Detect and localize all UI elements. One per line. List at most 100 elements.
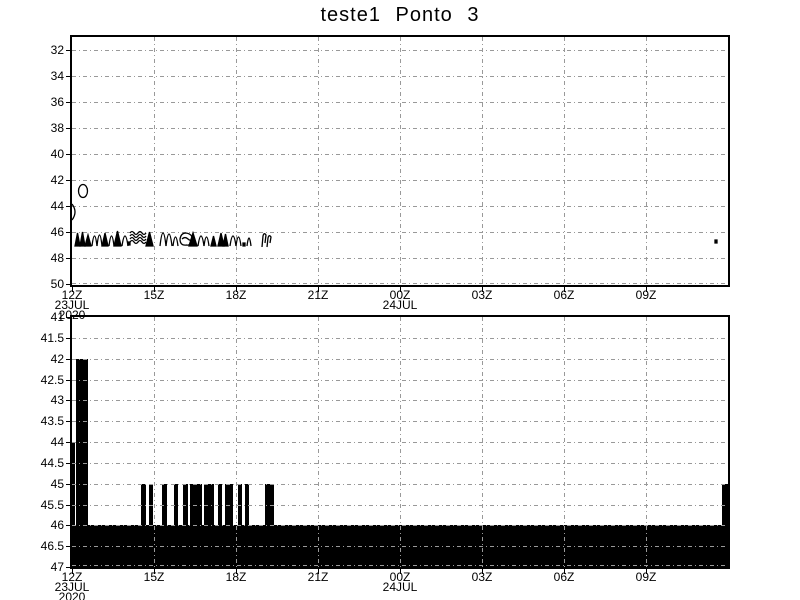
y-tick-mark	[66, 400, 72, 402]
y-tick-label: 46	[50, 225, 64, 239]
y-tick-label: 36	[50, 95, 64, 109]
y-tick-label: 42	[50, 173, 64, 187]
x-tick-label: 06Z	[553, 570, 575, 584]
y-tick-label: 47	[50, 560, 64, 574]
y-tick-label: 42.5	[40, 372, 64, 387]
contour-feature	[72, 203, 76, 221]
y-tick-mark	[66, 50, 72, 51]
contour-feature	[121, 235, 129, 247]
x-tick-mark	[236, 287, 237, 292]
v-gridline	[318, 317, 319, 567]
bar	[225, 483, 233, 526]
x-tick-mark	[318, 287, 319, 292]
closed-contour	[77, 183, 89, 199]
v-gridline	[564, 37, 565, 285]
y-tick-mark	[66, 567, 72, 568]
y-tick-mark	[66, 128, 72, 129]
contour-feature	[197, 235, 205, 247]
top-contour-data	[72, 183, 718, 248]
bar	[245, 483, 250, 526]
x-tick-label: 15Z	[143, 288, 165, 302]
plot-title: teste1 Ponto 3	[320, 4, 480, 26]
contour-feature	[74, 232, 81, 247]
bar	[237, 483, 242, 526]
y-tick-label: 43.5	[40, 414, 64, 429]
y-tick-mark	[66, 317, 72, 318]
y-tick-mark	[66, 180, 72, 181]
x-tick-label: 24JUL	[382, 298, 418, 312]
x-tick-label: 2020	[58, 590, 86, 600]
x-tick-label: 09Z	[635, 570, 657, 584]
contour-feature	[203, 236, 210, 247]
contour-feature	[129, 233, 147, 239]
x-tick-label: 06Z	[553, 288, 575, 302]
bar	[76, 358, 89, 526]
contour-feature	[188, 230, 198, 247]
x-tick-mark	[154, 569, 155, 574]
y-tick-label: 40	[50, 147, 64, 161]
x-tick-label: 23JUL	[54, 298, 90, 312]
y-tick-label: 44	[50, 199, 64, 213]
y-tick-label: 42	[50, 351, 64, 366]
contour-feature	[222, 233, 229, 247]
x-tick-label: 00Z	[389, 570, 411, 584]
y-tick-label: 45.5	[40, 497, 64, 512]
v-gridline	[236, 37, 237, 285]
contour-feature	[261, 233, 267, 248]
x-tick-mark	[564, 287, 565, 292]
x-tick-mark	[482, 569, 483, 574]
v-gridline	[482, 37, 483, 285]
contour-feature	[113, 230, 122, 247]
y-tick-mark	[66, 379, 72, 381]
y-tick-label: 46	[50, 518, 64, 533]
contour-feature	[91, 235, 98, 247]
y-tick-mark	[66, 358, 72, 360]
x-tick-label: 12Z	[61, 570, 83, 584]
x-tick-label: 03Z	[471, 288, 493, 302]
contour-feature	[714, 239, 718, 244]
v-gridline	[646, 37, 647, 285]
bar	[161, 483, 168, 526]
x-tick-mark	[482, 287, 483, 292]
x-tick-mark	[646, 287, 647, 292]
bottom-gridlines	[72, 317, 728, 567]
x-tick-label: 03Z	[471, 570, 493, 584]
y-tick-label: 44	[50, 435, 64, 449]
contour-feature	[129, 239, 147, 245]
v-gridline	[318, 37, 319, 285]
y-tick-mark	[66, 483, 72, 485]
y-tick-mark	[66, 504, 72, 506]
contour-feature	[84, 232, 92, 247]
contour-feature	[159, 232, 167, 247]
contour-feature	[79, 231, 86, 247]
x-tick-mark	[318, 569, 319, 574]
x-tick-label: 12Z	[61, 288, 83, 302]
y-tick-mark	[66, 76, 72, 77]
y-tick-mark	[66, 525, 72, 527]
contour-feature	[210, 235, 217, 247]
y-tick-mark	[66, 284, 72, 285]
x-tick-label: 18Z	[225, 288, 247, 302]
y-tick-mark	[66, 102, 72, 103]
bar	[190, 483, 203, 526]
contour-feature	[246, 237, 252, 247]
x-tick-label: 09Z	[635, 288, 657, 302]
x-tick-mark	[646, 569, 647, 574]
contour-feature	[266, 235, 272, 248]
contour-feature	[96, 234, 103, 247]
x-tick-mark	[72, 569, 73, 574]
x-tick-label: 23JUL	[54, 580, 90, 594]
x-tick-mark	[564, 569, 565, 574]
contour-feature	[108, 235, 115, 247]
bar	[173, 483, 179, 526]
bar	[721, 483, 728, 526]
x-tick-label: 21Z	[307, 288, 329, 302]
contour-feature	[242, 242, 246, 247]
x-tick-mark	[400, 569, 401, 574]
y-tick-mark	[66, 546, 72, 548]
v-gridline	[564, 317, 565, 567]
v-gridline	[154, 37, 155, 285]
contour-feature	[172, 236, 179, 247]
y-tick-label: 32	[50, 43, 64, 57]
